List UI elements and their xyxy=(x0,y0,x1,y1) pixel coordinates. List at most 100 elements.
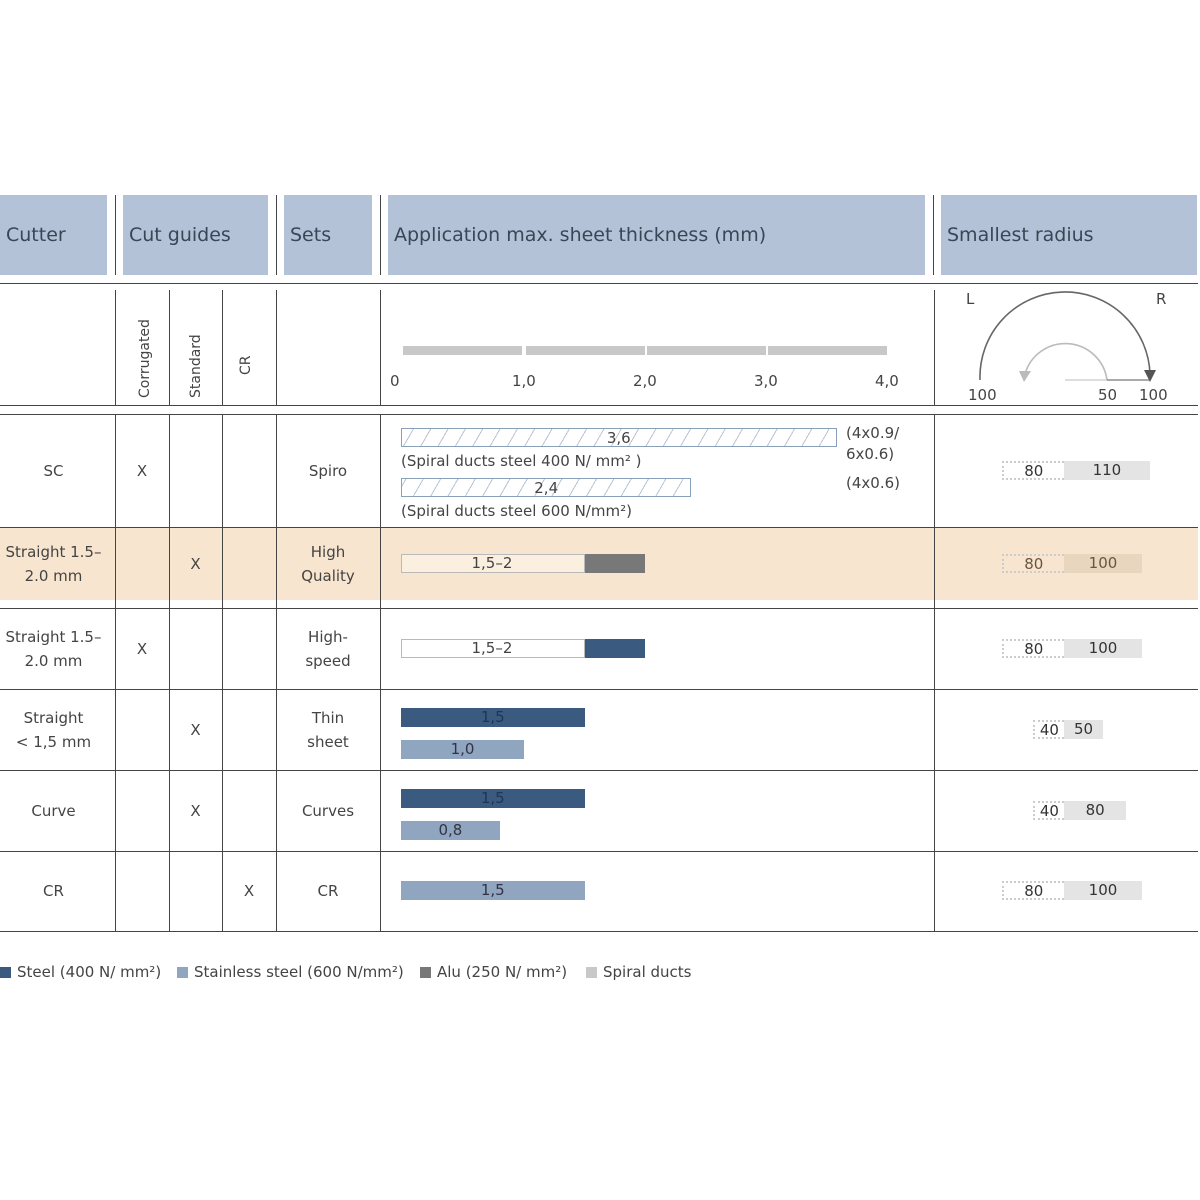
range-bar-base xyxy=(401,638,585,658)
divider xyxy=(380,290,381,405)
radius-left: 40 xyxy=(1032,719,1064,739)
radius-left: 40 xyxy=(1032,800,1064,820)
radius-right: 110 xyxy=(1064,460,1150,480)
header-cut-guides: Cut guides xyxy=(123,195,268,275)
legend-label: Stainless steel (600 N/mm²) xyxy=(194,963,404,981)
legend-swatch xyxy=(586,966,597,978)
radius-diagram xyxy=(979,291,1156,382)
bar-note: (4x0.9/6x0.6) xyxy=(846,424,900,463)
divider xyxy=(222,608,223,689)
bar-caption: (Spiral ducts steel 400 N/ mm² ) xyxy=(401,452,642,470)
divider xyxy=(0,414,1198,415)
divider xyxy=(934,689,935,770)
legend-label: Alu (250 N/ mm²) xyxy=(437,963,568,981)
divider xyxy=(169,770,170,851)
bar-caption: (Spiral ducts steel 600 N/mm²) xyxy=(401,502,632,520)
corrugated-mark: X xyxy=(136,461,148,480)
divider xyxy=(115,770,116,851)
divider xyxy=(380,608,381,689)
set-name: Spiro xyxy=(308,461,348,480)
set-name: Curves xyxy=(301,801,355,820)
axis-tick-label: 0 xyxy=(390,372,400,390)
cutter-name: Straight 1.5–2.0 mm xyxy=(5,542,102,585)
arrow-icon xyxy=(1019,371,1031,382)
cutter-name: SC xyxy=(43,461,64,480)
legend-swatch xyxy=(0,966,11,978)
divider xyxy=(276,527,277,608)
radius-label: 100 xyxy=(968,386,997,404)
divider xyxy=(0,770,1198,771)
bar-label: 1,5–2 xyxy=(471,638,513,657)
subheader-standard: Standard xyxy=(188,334,204,398)
radius-left: 80 xyxy=(1001,881,1064,900)
divider xyxy=(0,851,1198,852)
divider xyxy=(0,608,1198,609)
divider xyxy=(934,290,935,405)
divider xyxy=(276,195,277,275)
legend-swatch xyxy=(420,966,431,978)
standard-mark: X xyxy=(190,801,201,820)
steel-bar: 1,5 xyxy=(401,707,585,727)
header-radius: Smallest radius xyxy=(941,195,1197,275)
stainless-bar: 1,0 xyxy=(401,739,524,759)
divider xyxy=(222,851,223,931)
divider xyxy=(169,851,170,931)
legend-item: Alu (250 N/ mm²) xyxy=(420,963,567,981)
cutter-name: Straight < 1,5 mm xyxy=(15,708,92,751)
divider xyxy=(0,689,1198,690)
divider xyxy=(169,527,170,608)
divider xyxy=(169,689,170,770)
divider xyxy=(222,414,223,527)
divider xyxy=(380,527,381,608)
stainless-bar: 1,5 xyxy=(401,881,585,900)
axis-tick-label: 4,0 xyxy=(875,372,899,390)
legend-item: Steel (400 N/ mm²) xyxy=(0,963,161,981)
radius-right: 80 xyxy=(1064,800,1127,820)
divider xyxy=(115,608,116,689)
divider xyxy=(276,414,277,527)
divider xyxy=(222,770,223,851)
bar-note: (4x0.6) xyxy=(846,474,900,492)
axis-tick-label: 2,0 xyxy=(633,372,657,390)
range-bar-base xyxy=(401,553,585,573)
divider xyxy=(169,290,170,405)
radius-left: 80 xyxy=(1001,460,1064,480)
corrugated-mark: X xyxy=(136,639,148,658)
divider xyxy=(934,414,935,527)
divider xyxy=(276,770,277,851)
divider xyxy=(380,851,381,931)
divider xyxy=(115,689,116,770)
divider xyxy=(276,851,277,931)
divider xyxy=(222,290,223,405)
stainless-bar: 0,8 xyxy=(401,820,500,840)
divider xyxy=(115,290,116,405)
set-name: CR xyxy=(317,882,339,900)
spiral-bar: 2,4 xyxy=(401,478,692,497)
divider xyxy=(115,851,116,931)
divider xyxy=(169,414,170,527)
legend-swatch xyxy=(177,966,188,978)
radius-left: 80 xyxy=(1001,638,1064,658)
radius-right: 50 xyxy=(1064,719,1103,739)
divider xyxy=(934,770,935,851)
legend-item: Stainless steel (600 N/mm²) xyxy=(177,963,404,981)
bar-label: 1,5–2 xyxy=(471,553,513,572)
divider xyxy=(276,290,277,405)
divider xyxy=(933,195,934,275)
axis-segment xyxy=(526,346,645,355)
subheader-cr: CR xyxy=(238,355,254,375)
set-name: High Quality xyxy=(301,542,355,585)
divider xyxy=(222,689,223,770)
set-name: High-speed xyxy=(305,627,351,670)
axis-tick-label: 3,0 xyxy=(754,372,778,390)
divider xyxy=(115,527,116,608)
divider xyxy=(0,405,1198,406)
cr-mark: X xyxy=(243,882,255,900)
axis-segment xyxy=(403,346,522,355)
label-R: R xyxy=(1156,290,1167,308)
divider xyxy=(380,414,381,527)
divider xyxy=(276,689,277,770)
radius-right: 100 xyxy=(1064,553,1142,573)
divider xyxy=(0,931,1198,932)
divider xyxy=(169,608,170,689)
